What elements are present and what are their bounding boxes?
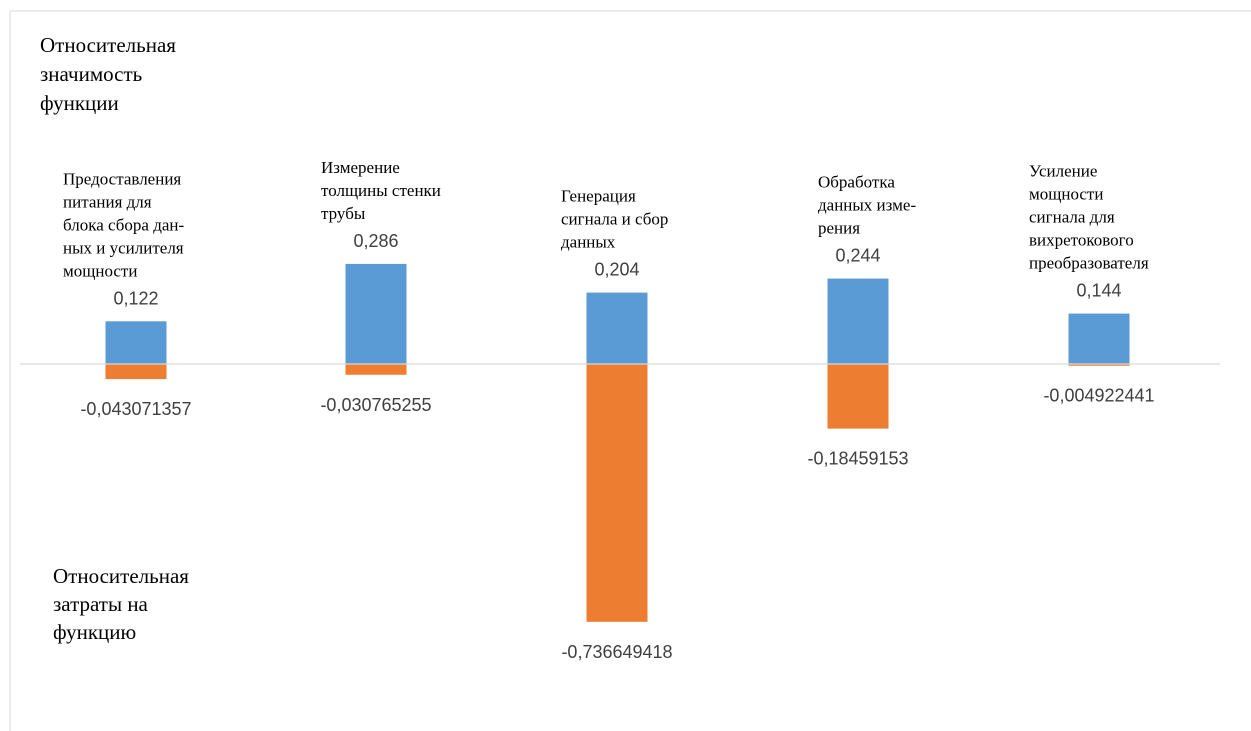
bar-significance-2 (345, 263, 407, 364)
category-label-line: сигнала и сбор (561, 210, 668, 229)
labels-layer: 0,122 -0,043071357 Предоставления питания д… (40, 33, 1155, 662)
data-label-significance-5: 0,144 (1076, 281, 1121, 301)
category-label-line: Измерение (321, 158, 400, 177)
category-label-4: Обработка данных изме-рения (818, 173, 916, 238)
bar-significance-3 (586, 292, 648, 364)
annotation-line: Относительная (40, 33, 176, 57)
bar-significance-5 (1068, 313, 1130, 364)
bar-significance-1 (105, 321, 167, 364)
bar-cost-2 (345, 364, 407, 375)
data-label-cost-1: -0,043071357 (80, 399, 191, 419)
category-label-line: рения (818, 219, 860, 238)
annotation-line: Относительная (53, 564, 189, 588)
annotation-significance: Относительная значимость функции (40, 33, 176, 115)
data-label-significance-4: 0,244 (835, 246, 880, 266)
data-label-cost-2: -0,030765255 (320, 395, 431, 415)
category-label-2: Измерение толщины стенки трубы (321, 158, 441, 223)
bar-cost-1 (105, 364, 167, 380)
category-label-1: Предоставления питания для блока сбора дан… (63, 169, 184, 280)
annotation-line: функции (40, 91, 119, 115)
bar-significance-4 (827, 278, 889, 364)
category-label-3: Генерация сигнала и сбор данных (561, 187, 668, 252)
data-label-significance-3: 0,204 (594, 260, 639, 280)
chart-frame (9, 10, 1251, 731)
category-label-line: Генерация (561, 187, 636, 206)
category-label-line: Предоставления (63, 169, 181, 188)
data-label-cost-5: -0,004922441 (1043, 386, 1154, 406)
category-label-line: мощности (63, 261, 137, 280)
category-label-line: вихретокового (1029, 231, 1134, 250)
data-label-cost-3: -0,736649418 (561, 642, 672, 662)
annotation-line: значимость (40, 62, 142, 86)
data-label-significance-1: 0,122 (113, 288, 158, 308)
category-label-line: данных (561, 233, 616, 252)
category-label-line: толщины стенки (321, 181, 441, 200)
category-label-line: блока сбора дан- (63, 215, 184, 234)
category-label-line: трубы (321, 204, 366, 223)
data-label-cost-4: -0,18459153 (807, 449, 908, 469)
category-label-line: питания для (63, 192, 152, 211)
category-label-line: мощности (1029, 185, 1103, 204)
bars-layer (105, 263, 1130, 622)
data-label-significance-2: 0,286 (353, 231, 398, 251)
category-label-5: Усиление мощности сигнала для вихретокового… (1029, 162, 1149, 273)
category-label-line: Усиление (1029, 162, 1097, 181)
category-label-line: Обработка (818, 173, 895, 192)
category-label-line: преобразователя (1029, 254, 1149, 273)
category-label-line: ных и усилителя (63, 238, 184, 257)
annotation-line: функцию (53, 620, 136, 644)
bar-cost-4 (827, 364, 889, 429)
bar-cost-3 (586, 364, 648, 622)
annotation-line: затраты на (53, 592, 149, 616)
bar-cost-5 (1068, 364, 1130, 366)
annotation-cost: Относительная затраты на функцию (53, 564, 189, 644)
category-label-line: сигнала для (1029, 208, 1115, 227)
category-label-line: данных изме- (818, 196, 916, 215)
